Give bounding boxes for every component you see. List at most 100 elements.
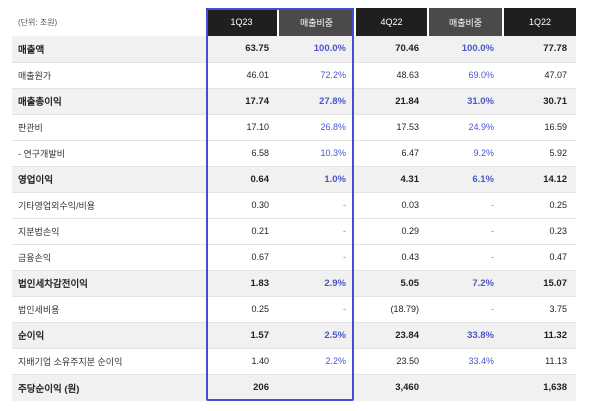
ratio-1q23: 2.9%	[278, 269, 355, 296]
row-label: 주당순이익 (원)	[12, 373, 205, 401]
table-row: 매출총이익 17.74 27.8% 21.84 31.0% 30.71	[12, 87, 576, 114]
table-row: 지분법손익 0.21-0.29-0.23	[12, 217, 576, 244]
value-1q23: 17.10	[205, 113, 278, 140]
value-4q22: 21.84	[355, 87, 428, 114]
ratio-1q23: 100.0%	[278, 36, 355, 62]
ratio-4q22: 100.0%	[428, 36, 503, 62]
value-1q22: 47.07	[503, 61, 576, 88]
value-4q22: 0.43	[355, 243, 428, 270]
ratio-4q22: 6.1%	[428, 165, 503, 192]
value-1q22: 5.92	[503, 139, 576, 166]
value-4q22: 17.53	[355, 113, 428, 140]
row-label: 매출총이익	[12, 87, 205, 114]
value-1q23: 0.64	[205, 165, 278, 192]
value-1q23: 0.25	[205, 295, 278, 322]
value-4q22: 6.47	[355, 139, 428, 166]
value-4q22: (18.79)	[355, 295, 428, 322]
ratio-4q22: 33.8%	[428, 321, 503, 348]
table-row: 지배기업 소유주지분 순이익 1.40 2.2% 23.50 33.4% 11.13	[12, 347, 576, 374]
value-1q22: 0.47	[503, 243, 576, 270]
value-1q23: 6.58	[205, 139, 278, 166]
ratio-4q22: 33.4%	[428, 347, 503, 374]
value-1q23: 0.67	[205, 243, 278, 270]
ratio-4q22: 7.2%	[428, 269, 503, 296]
ratio-4q22: 9.2%	[428, 139, 503, 166]
ratio-1q23: 1.0%	[278, 165, 355, 192]
value-1q22: 0.25	[503, 191, 576, 218]
table-row: 매출액 63.75 100.0% 70.46 100.0% 77.78	[12, 36, 576, 62]
value-1q22: 14.12	[503, 165, 576, 192]
value-1q23: 1.57	[205, 321, 278, 348]
value-1q23: 1.40	[205, 347, 278, 374]
row-label: 매출액	[12, 36, 205, 62]
value-1q22: 11.32	[503, 321, 576, 348]
column-header-ratio-1q23: 매출비중	[277, 8, 355, 36]
ratio-1q23	[278, 373, 355, 401]
table-row: 금융손익 0.67-0.43-0.47	[12, 243, 576, 270]
ratio-1q23: 10.3%	[278, 139, 355, 166]
column-header-4q22: 4Q22	[354, 8, 428, 36]
ratio-4q22: -	[428, 295, 503, 322]
ratio-1q23: -	[278, 295, 355, 322]
row-label: 법인세비용	[12, 295, 205, 322]
value-4q22: 0.29	[355, 217, 428, 244]
table-row: 기타영업외수익/비용 0.30-0.03-0.25	[12, 191, 576, 218]
value-1q23: 0.30	[205, 191, 278, 218]
table-row: 판관비 17.10 26.8% 17.53 24.9% 16.59	[12, 113, 576, 140]
ratio-4q22: -	[428, 217, 503, 244]
table-row: 법인세비용 0.25- (18.79) -3.75	[12, 295, 576, 322]
row-label: - 연구개발비	[12, 139, 205, 166]
value-1q22: 15.07	[503, 269, 576, 296]
table-row: 순이익 1.57 2.5% 23.84 33.8% 11.32	[12, 321, 576, 348]
table-row: 주당순이익 (원) 206 3,460 1,638	[12, 373, 576, 401]
column-header-ratio-4q22: 매출비중	[427, 8, 503, 36]
ratio-1q23: -	[278, 243, 355, 270]
value-4q22: 4.31	[355, 165, 428, 192]
row-label: 금융손익	[12, 243, 205, 270]
value-1q23: 1.83	[205, 269, 278, 296]
table-row: 매출원가 46.01 72.2% 48.63 69.0% 47.07	[12, 61, 576, 88]
column-header-1q23: 1Q23	[204, 8, 278, 36]
ratio-4q22: -	[428, 243, 503, 270]
row-label: 판관비	[12, 113, 205, 140]
row-label: 순이익	[12, 321, 205, 348]
value-1q23: 17.74	[205, 87, 278, 114]
value-1q22: 77.78	[503, 36, 576, 62]
value-4q22: 5.05	[355, 269, 428, 296]
value-1q23: 0.21	[205, 217, 278, 244]
row-label: 매출원가	[12, 61, 205, 88]
ratio-1q23: 27.8%	[278, 87, 355, 114]
value-4q22: 48.63	[355, 61, 428, 88]
row-label: 기타영업외수익/비용	[12, 191, 205, 218]
row-label: 영업이익	[12, 165, 205, 192]
table-row: 법인세차감전이익 1.83 2.9% 5.05 7.2% 15.07	[12, 269, 576, 296]
table-row: - 연구개발비 6.58 10.3% 6.47 9.2% 5.92	[12, 139, 576, 166]
column-header-1q22: 1Q22	[502, 8, 576, 36]
ratio-4q22: -	[428, 191, 503, 218]
unit-label: (단위: 조원)	[18, 17, 58, 27]
table-header: (단위: 조원) 1Q23 매출비중 4Q22 매출비중 1Q22	[12, 8, 576, 36]
ratio-1q23: 26.8%	[278, 113, 355, 140]
value-4q22: 0.03	[355, 191, 428, 218]
value-4q22: 3,460	[355, 373, 428, 401]
ratio-4q22: 69.0%	[428, 61, 503, 88]
value-1q23: 63.75	[205, 36, 278, 62]
value-1q22: 0.23	[503, 217, 576, 244]
value-1q22: 11.13	[503, 347, 576, 374]
ratio-1q23: -	[278, 217, 355, 244]
row-label: 지배기업 소유주지분 순이익	[12, 347, 205, 374]
value-1q22: 3.75	[503, 295, 576, 322]
value-1q23: 46.01	[205, 61, 278, 88]
ratio-1q23: 2.2%	[278, 347, 355, 374]
table-body: 매출액 63.75 100.0% 70.46 100.0% 77.78 매출원가 46.01 7…	[12, 36, 576, 401]
income-statement-table: (단위: 조원) 1Q23 매출비중 4Q22 매출비중 1Q22 매출액 63.…	[12, 8, 576, 401]
value-4q22: 23.50	[355, 347, 428, 374]
value-1q22: 1,638	[503, 373, 576, 401]
row-label: 법인세차감전이익	[12, 269, 205, 296]
value-4q22: 23.84	[355, 321, 428, 348]
value-1q23: 206	[205, 373, 278, 401]
value-1q22: 30.71	[503, 87, 576, 114]
value-1q22: 16.59	[503, 113, 576, 140]
table-row: 영업이익 0.64 1.0% 4.31 6.1% 14.12	[12, 165, 576, 192]
